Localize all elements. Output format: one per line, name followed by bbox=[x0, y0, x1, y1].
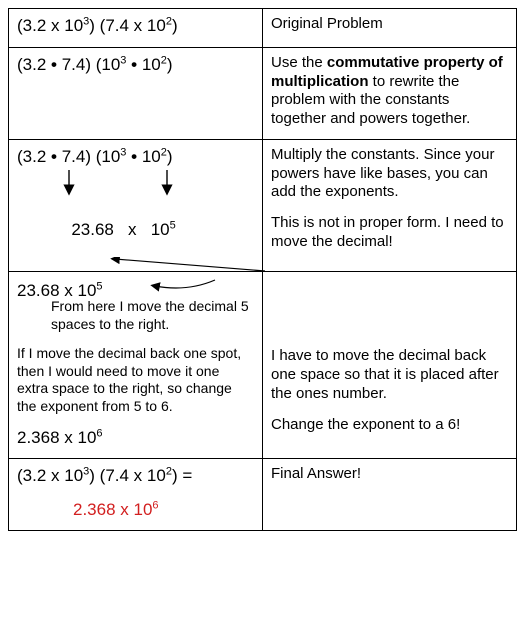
cell-expression: (3.2 x 103) (7.4 x 102) bbox=[9, 9, 263, 48]
explanation-text: Multiply the constants. Since your power… bbox=[271, 146, 508, 202]
table-row: (3.2 x 103) (7.4 x 102) Original Problem bbox=[9, 9, 517, 48]
explanation-text: Change the exponent to a 6! bbox=[271, 416, 508, 435]
cell-explanation: Original Problem bbox=[263, 9, 517, 48]
expr-text: 7.4) (10 bbox=[57, 147, 120, 166]
expr-text: ) (7.4 x 10 bbox=[89, 466, 166, 485]
explanation-text: This is not in proper form. I need to mo… bbox=[271, 214, 508, 252]
cell-expression: (3.2 x 103) (7.4 x 102) = 2.368 x 106 bbox=[9, 459, 263, 531]
table-row: 23.68 x 105 From here I move the decimal… bbox=[9, 272, 517, 459]
expr-text: 10 bbox=[137, 147, 161, 166]
expr-text: (3.2 bbox=[17, 147, 51, 166]
exponent: 6 bbox=[152, 499, 158, 511]
result-text: 2.368 x 10 bbox=[17, 428, 96, 447]
cell-expression: (3.2 • 7.4) (103 • 102) 23.68 x 105 bbox=[9, 139, 263, 272]
worked-example-table: (3.2 x 103) (7.4 x 102) Original Problem… bbox=[8, 8, 517, 531]
explanation-text: If I move the decimal back one spot, the… bbox=[17, 345, 254, 415]
explanation-text: Final Answer! bbox=[271, 465, 361, 482]
cell-expression: 23.68 x 105 From here I move the decimal… bbox=[9, 272, 263, 459]
expr-text: (3.2 x 10 bbox=[17, 466, 83, 485]
note-text: From here I move the decimal 5 spaces to… bbox=[17, 298, 254, 333]
cell-explanation: Final Answer! bbox=[263, 459, 517, 531]
arrow-left-icon bbox=[17, 257, 267, 277]
expr-text: ) (7.4 x 10 bbox=[89, 16, 166, 35]
cell-expression: (3.2 • 7.4) (103 • 102) bbox=[9, 47, 263, 139]
exponent: 6 bbox=[96, 427, 102, 439]
arrow-down-icon bbox=[17, 168, 247, 198]
cell-explanation: I have to move the decimal back one spac… bbox=[263, 272, 517, 459]
expr-text: (3.2 bbox=[17, 55, 51, 74]
table-row: (3.2 x 103) (7.4 x 102) = 2.368 x 106 Fi… bbox=[9, 459, 517, 531]
cell-explanation: Use the commutative property of multipli… bbox=[263, 47, 517, 139]
expr-text: (3.2 x 10 bbox=[17, 16, 83, 35]
table-row: (3.2 • 7.4) (103 • 102) Use the commutat… bbox=[9, 47, 517, 139]
expr-text: ) bbox=[167, 147, 173, 166]
expr-text: ) = bbox=[172, 466, 192, 485]
expr-text: 7.4) (10 bbox=[57, 55, 120, 74]
result-text: 23.68 x 10 bbox=[71, 220, 169, 239]
explanation-text: Original Problem bbox=[271, 15, 383, 32]
final-answer: 2.368 x 10 bbox=[73, 500, 152, 519]
exponent: 5 bbox=[170, 219, 176, 231]
explanation-text: Use the bbox=[271, 54, 327, 71]
expr-text: 10 bbox=[137, 55, 161, 74]
explanation-text: I have to move the decimal back one spac… bbox=[271, 347, 508, 403]
cell-explanation: Multiply the constants. Since your power… bbox=[263, 139, 517, 272]
expr-text: ) bbox=[172, 16, 178, 35]
exponent: 5 bbox=[96, 281, 102, 293]
table-row: (3.2 • 7.4) (103 • 102) 23.68 x 105 Mu bbox=[9, 139, 517, 272]
expr-text: ) bbox=[167, 55, 173, 74]
arrow-curve-icon bbox=[107, 278, 227, 296]
